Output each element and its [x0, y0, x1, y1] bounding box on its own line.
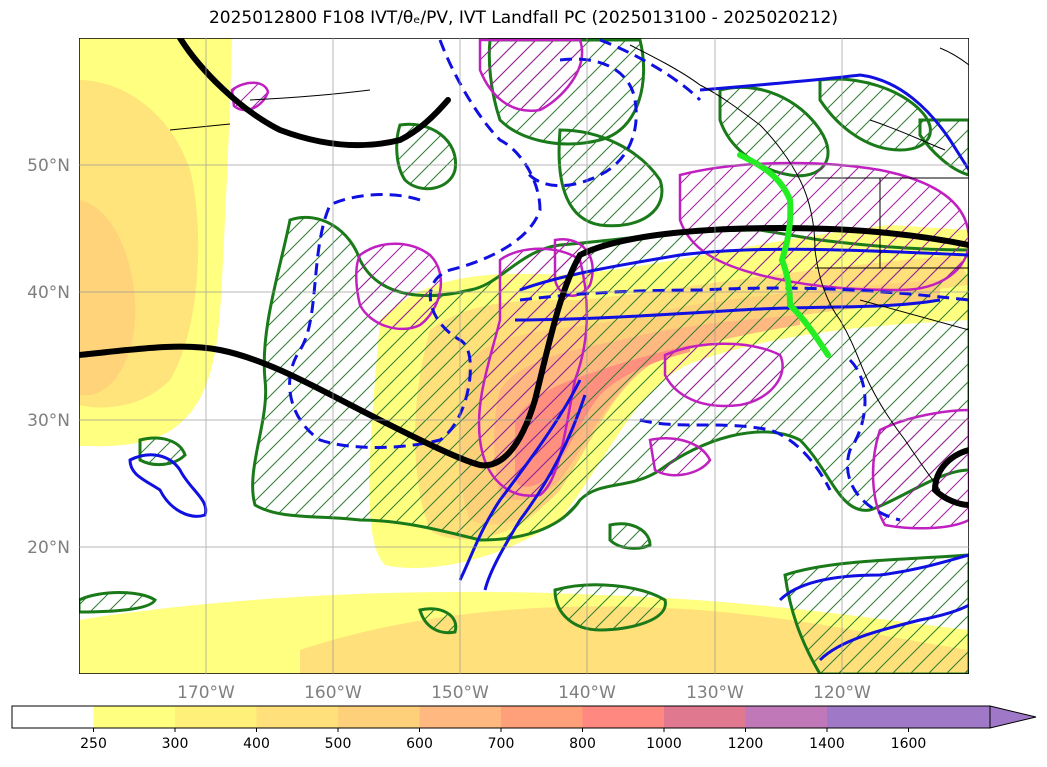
landfall-path: [737, 152, 831, 358]
colorbar-level-label: 1000: [646, 736, 682, 752]
colorbar-level-label: 250: [80, 736, 107, 752]
colorbar-segment: [827, 706, 909, 728]
latitude-labels: 50°N 40°N 30°N 20°N: [27, 156, 70, 558]
colorbar-extend-arrow: [989, 705, 1037, 729]
longitude-labels: 170°W 160°W 150°W 140°W 130°W 120°W: [177, 683, 871, 703]
colorbar-segment: [745, 706, 828, 728]
colorbar-level-label: 600: [406, 736, 433, 752]
colorbar-segment: [419, 706, 502, 728]
colorbar-segment: [256, 706, 339, 728]
colorbar-level-label: 1600: [891, 736, 927, 752]
colorbar-segment: [12, 706, 94, 728]
colorbar-level-label: 1200: [728, 736, 764, 752]
lon-label: 120°W: [813, 683, 871, 703]
colorbar-segment: [664, 706, 746, 728]
lat-label: 50°N: [27, 156, 70, 176]
theta-e-contours: [128, 38, 969, 662]
colorbar-segment: [93, 706, 176, 728]
lat-label: 40°N: [27, 283, 70, 303]
colorbar-segment: [908, 706, 991, 728]
lat-label: 30°N: [27, 411, 70, 431]
black-contours: [79, 38, 969, 508]
colorbar-segment: [338, 706, 420, 728]
colorbar-level-label: 1400: [809, 736, 845, 752]
colorbar-segment: [582, 706, 665, 728]
lat-label: 20°N: [27, 538, 70, 558]
lon-label: 140°W: [558, 683, 616, 703]
lon-label: 170°W: [177, 683, 235, 703]
lon-label: 150°W: [431, 683, 489, 703]
lon-label: 130°W: [686, 683, 744, 703]
gridlines: [79, 38, 969, 674]
colorbar-level-label: 500: [325, 736, 352, 752]
lon-label: 160°W: [304, 683, 362, 703]
colorbar-segment: [175, 706, 257, 728]
colorbar-level-label: 800: [569, 736, 596, 752]
colorbar-level-label: 400: [243, 736, 270, 752]
map-area: [79, 38, 969, 674]
colorbar-level-label: 700: [488, 736, 515, 752]
colorbar-segment: [501, 706, 583, 728]
colorbar: 250 300 400 500 600 700 800 1000 1200 1400 1600: [11, 705, 1037, 752]
coastlines: [169, 44, 969, 491]
colorbar-level-label: 300: [162, 736, 189, 752]
map-title: 2025012800 F108 IVT/θₑ/PV, IVT Landfall …: [208, 8, 839, 28]
